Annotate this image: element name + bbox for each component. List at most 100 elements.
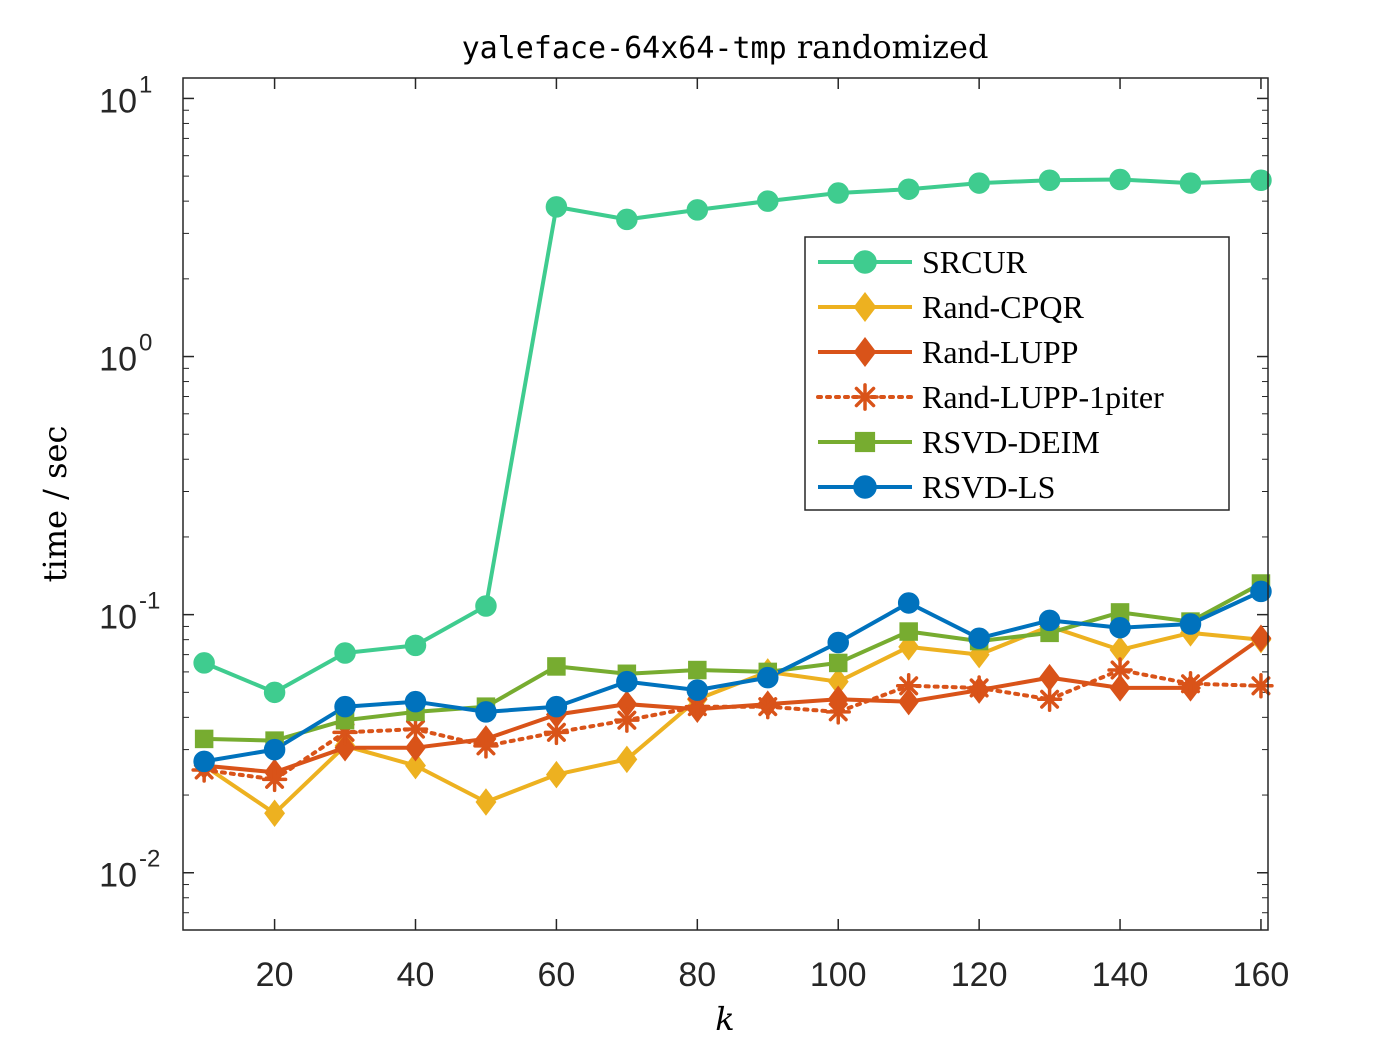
data-point-rand-lupp	[1109, 674, 1131, 702]
data-point-srcur	[263, 681, 286, 704]
data-point-srcur	[897, 178, 920, 200]
legend-label: RSVD-DEIM	[922, 424, 1100, 460]
data-point-rand-lupp	[898, 687, 920, 716]
data-point-srcur	[545, 196, 568, 218]
data-point-rsvd-ls	[1250, 580, 1272, 603]
data-point-rand-lupp-1piter	[1036, 686, 1063, 713]
data-point-rsvd-ls	[545, 695, 568, 718]
data-point-rsvd-ls	[897, 592, 920, 614]
chart-title-mono: yaleface-64x64-tmp	[462, 31, 787, 66]
data-point-rand-cpqr	[545, 760, 567, 789]
x-tick-label: 60	[537, 956, 575, 994]
data-point-rand-lupp-1piter	[473, 733, 499, 759]
y-tick-base: 10	[99, 857, 137, 895]
plot-frame	[182, 77, 1269, 931]
legend-item: Rand-LUPP-1piter	[816, 379, 1164, 415]
data-point-srcur	[193, 652, 215, 674]
y-tick-label: 10	[99, 82, 137, 120]
y-tick-exponent: -2	[139, 846, 160, 873]
y-tick-exponent: 1	[139, 71, 152, 98]
series-markers	[191, 168, 1274, 828]
data-point-srcur	[1109, 168, 1131, 191]
data-point-rsvd-deim	[899, 622, 918, 641]
data-point-srcur	[1250, 169, 1272, 191]
data-point-rsvd-deim	[547, 657, 566, 676]
data-point-rand-lupp-1piter	[966, 675, 992, 701]
data-point-rsvd-ls	[757, 666, 779, 689]
series-line-rand-lupp-1piter	[202, 668, 1263, 782]
data-point-rand-lupp	[405, 734, 426, 762]
x-tick-label: 100	[810, 956, 867, 994]
legend-label: Rand-LUPP	[922, 334, 1078, 370]
data-point-rsvd-ls	[686, 679, 709, 701]
series-markers-rsvd-ls	[193, 580, 1272, 773]
data-point-rsvd-ls	[616, 670, 638, 693]
legend-box	[804, 236, 1230, 511]
legend-item: Rand-LUPP	[818, 334, 1078, 370]
legend-item: RSVD-LS	[818, 469, 1055, 505]
data-point-rand-cpqr	[264, 799, 286, 828]
data-point-rand-lupp-1piter	[1177, 670, 1204, 697]
data-point-srcur	[686, 199, 709, 221]
data-point-rsvd-ls	[334, 695, 356, 718]
data-point-srcur	[334, 642, 356, 664]
y-tick-label: 10	[99, 857, 137, 895]
legend-marker	[854, 431, 876, 453]
data-point-srcur	[968, 172, 990, 194]
data-point-srcur	[475, 595, 497, 617]
data-point-rand-cpqr	[616, 745, 638, 774]
data-point-rand-lupp-1piter	[684, 693, 711, 720]
legend-marker	[853, 250, 877, 274]
legend-label: RSVD-LS	[922, 469, 1055, 505]
data-point-rsvd-ls	[968, 627, 990, 650]
legend-item: Rand-CPQR	[818, 289, 1084, 325]
series-line-rsvd-ls	[203, 589, 1262, 764]
data-point-rand-lupp-1piter	[1107, 657, 1133, 683]
data-point-rsvd-ls	[193, 750, 215, 773]
data-point-srcur	[757, 190, 779, 212]
y-tick-label: 10	[99, 599, 137, 637]
data-point-srcur	[616, 208, 638, 231]
data-point-rsvd-ls	[1109, 616, 1131, 639]
legend-marker	[851, 383, 879, 411]
data-point-rsvd-deim	[688, 660, 707, 680]
legend: SRCUR Rand-CPQR Rand-LUPP Rand-LUPP-1piter R…	[804, 236, 1230, 511]
x-tick-label: 120	[951, 956, 1008, 994]
data-point-srcur	[404, 634, 427, 657]
data-point-rsvd-ls	[827, 631, 849, 654]
legend-label: Rand-CPQR	[922, 289, 1084, 325]
data-point-rand-lupp-1piter	[614, 707, 640, 733]
data-point-rand-lupp-1piter	[402, 716, 429, 742]
data-point-rsvd-ls	[475, 701, 497, 723]
y-tick-exponent: 0	[139, 330, 152, 357]
data-point-rsvd-ls	[404, 690, 427, 713]
data-point-rand-lupp-1piter	[755, 693, 781, 720]
data-point-rand-cpqr	[405, 751, 426, 780]
y-tick-base: 10	[99, 82, 137, 120]
chart-title: yaleface-64x64-tmp randomized	[462, 28, 989, 66]
data-point-rand-cpqr	[475, 788, 497, 816]
x-tick-label: 80	[678, 956, 716, 994]
series-line-srcur	[203, 177, 1262, 695]
data-point-rand-lupp-1piter	[1248, 673, 1274, 699]
chart-title-text: randomized	[787, 28, 989, 66]
axis-ticks	[183, 78, 1268, 931]
data-point-rand-lupp-1piter	[543, 719, 570, 746]
y-tick-exponent: -1	[139, 588, 160, 615]
legend-item: RSVD-DEIM	[818, 424, 1100, 460]
data-point-srcur	[1179, 172, 1202, 194]
x-tick-label: 40	[397, 956, 435, 994]
data-point-rsvd-deim	[194, 729, 214, 749]
series-lines	[202, 177, 1263, 816]
data-point-rand-lupp-1piter	[825, 699, 851, 725]
x-tick-label: 20	[256, 956, 294, 994]
data-point-rsvd-ls	[1179, 613, 1202, 635]
data-point-rand-lupp	[334, 734, 356, 762]
data-point-srcur	[827, 182, 849, 204]
x-tick-label: 140	[1092, 956, 1149, 994]
data-point-rsvd-ls	[263, 738, 286, 761]
legend-marker	[853, 337, 877, 367]
y-axis-label: time / sec	[36, 426, 74, 583]
